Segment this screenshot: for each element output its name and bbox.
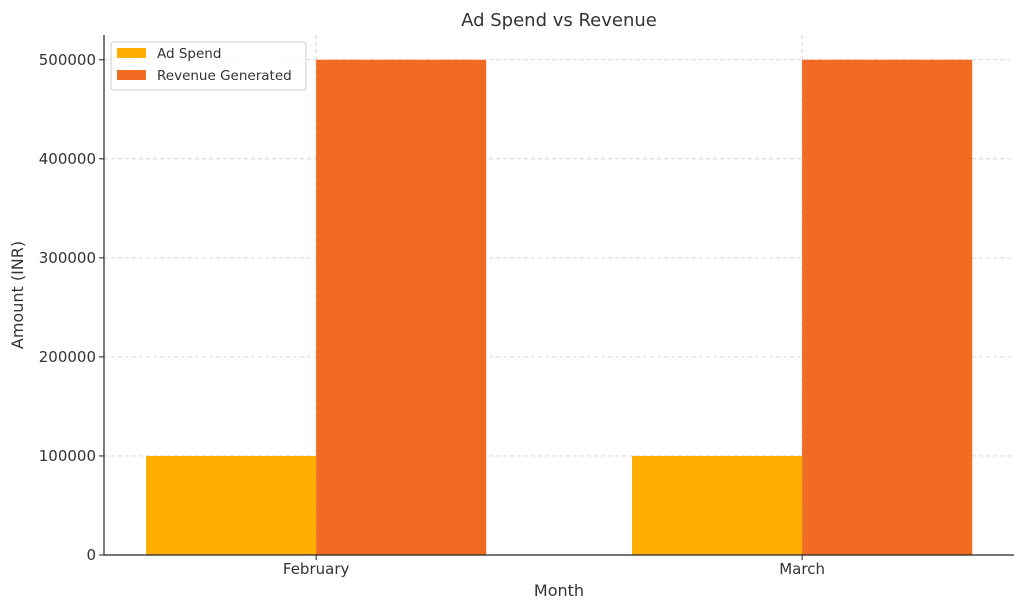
legend-label-revenue: Revenue Generated bbox=[157, 68, 292, 84]
y-tick-label: 400000 bbox=[39, 150, 96, 168]
bar-revenue-march bbox=[802, 59, 973, 556]
y-tick-label: 300000 bbox=[39, 249, 96, 267]
legend-swatch-ad-spend bbox=[117, 48, 146, 58]
y-tick-label: 500000 bbox=[39, 51, 96, 69]
y-tick-label: 200000 bbox=[39, 348, 96, 366]
legend-label-ad-spend: Ad Spend bbox=[157, 46, 221, 62]
y-ticks: 0 100000 200000 300000 400000 500000 bbox=[39, 51, 104, 564]
bar-ad-spend-march bbox=[632, 455, 803, 555]
bar-ad-spend-february bbox=[146, 455, 317, 555]
legend-box bbox=[110, 41, 307, 91]
y-tick-label: 100000 bbox=[39, 447, 96, 465]
y-axis-label: Amount (INR) bbox=[8, 241, 27, 349]
x-ticks: February March bbox=[283, 555, 825, 578]
legend-swatch-revenue bbox=[117, 70, 146, 80]
bar-revenue-february bbox=[316, 59, 487, 556]
chart-title: Ad Spend vs Revenue bbox=[461, 10, 657, 31]
bars bbox=[146, 59, 973, 556]
y-tick-label: 0 bbox=[86, 546, 96, 564]
x-axis-label: Month bbox=[534, 581, 584, 600]
legend: Ad Spend Revenue Generated bbox=[110, 41, 307, 91]
x-tick-label: February bbox=[283, 560, 350, 578]
x-tick-label: March bbox=[779, 560, 825, 578]
